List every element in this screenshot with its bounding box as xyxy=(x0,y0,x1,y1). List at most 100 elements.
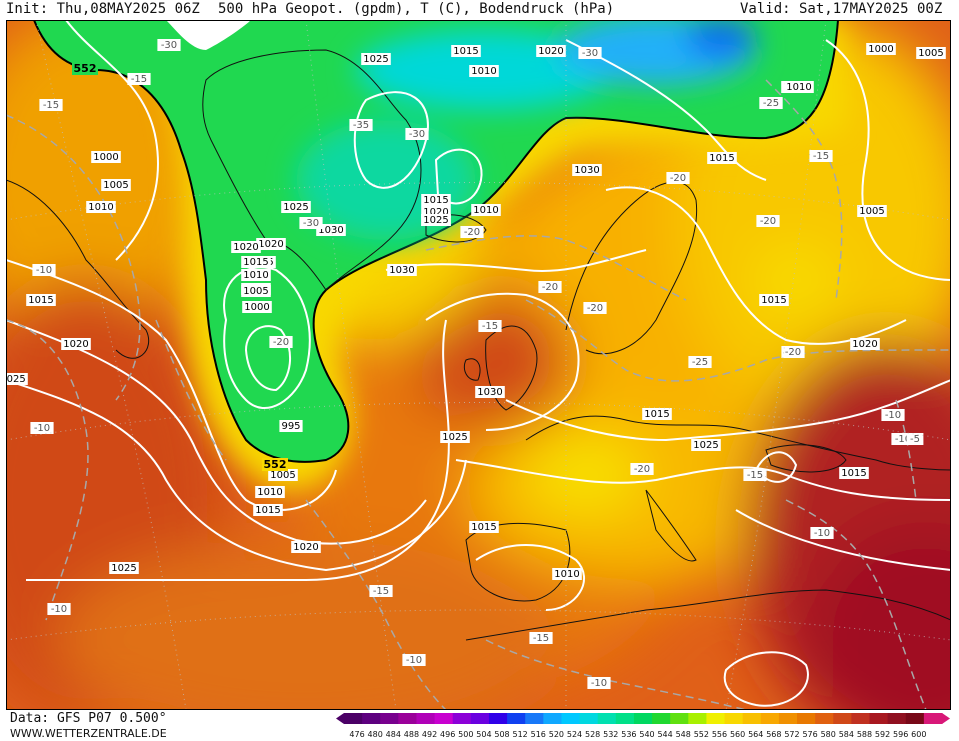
svg-text:1020: 1020 xyxy=(258,239,283,250)
svg-text:1010: 1010 xyxy=(473,205,498,216)
pressure-labels: 1025 1015 1010 1020 1010 1000 1005 1015 1005 1010… xyxy=(6,43,946,580)
temperature-label: -30 xyxy=(157,39,181,51)
svg-text:1020: 1020 xyxy=(423,207,448,218)
color-scale-swatch xyxy=(851,713,871,724)
pressure-label: 1015 xyxy=(421,194,451,206)
color-scale-tick-label: 596 xyxy=(893,730,908,739)
map-title: 500 hPa Geopot. (gpdm), T (C), Bodendruc… xyxy=(218,1,615,17)
color-scale-swatch xyxy=(525,713,544,724)
color-scale-swatch xyxy=(398,713,417,724)
color-scale-swatch xyxy=(760,713,780,724)
svg-text:1025: 1025 xyxy=(423,215,448,226)
temperature-labels: -30 -15 -15 -10 -10 -35 -30 -30 -20 -25 -20 -15 -20 -… xyxy=(30,39,924,689)
color-scale-tick-label: 588 xyxy=(857,730,872,739)
temperature-label: -20 xyxy=(269,336,293,348)
svg-text:-20: -20 xyxy=(273,337,289,348)
svg-text:-30: -30 xyxy=(409,129,425,140)
svg-text:-15: -15 xyxy=(131,74,147,85)
temperature-label: -15 xyxy=(369,585,393,597)
color-scale-swatch xyxy=(923,713,943,724)
pressure-label: 1015 xyxy=(241,256,271,268)
svg-text:1020: 1020 xyxy=(233,242,258,253)
weather-map[interactable]: 1025 1015 1010 1020 1010 1000 1005 1015 1005 1010… xyxy=(6,20,951,710)
isohypse-label-north: 552 xyxy=(72,62,98,75)
temperature-label: -20 xyxy=(583,302,607,314)
pressure-label: 1025 xyxy=(281,201,311,213)
color-scale-swatch xyxy=(778,713,798,724)
cold-region-white xyxy=(166,20,251,50)
pressure-label: 1025 xyxy=(421,214,451,226)
pressure-label: 1010 xyxy=(552,568,582,580)
color-scale-swatch xyxy=(887,713,907,724)
temperature-label: -15 xyxy=(743,469,767,481)
svg-text:1010: 1010 xyxy=(88,202,113,213)
svg-text:1020: 1020 xyxy=(63,339,88,350)
svg-text:-10: -10 xyxy=(814,528,830,539)
temperature-label: -5 xyxy=(906,433,924,445)
svg-text:1010: 1010 xyxy=(471,66,496,77)
color-scale-swatches xyxy=(336,713,950,724)
pressure-label: 1010 xyxy=(784,81,814,93)
svg-text:1015: 1015 xyxy=(243,257,268,268)
svg-text:1030: 1030 xyxy=(389,265,414,276)
color-scale-swatch xyxy=(688,713,707,724)
color-scale-swatch xyxy=(434,713,454,724)
color-scale-swatch xyxy=(579,713,599,724)
color-scale-tick-label: 504 xyxy=(476,730,491,739)
color-scale-swatch xyxy=(470,713,490,724)
pressure-label: 1015 xyxy=(253,504,283,516)
color-scale-tick-label: 564 xyxy=(748,730,763,739)
color-scale-tick-label: 480 xyxy=(368,730,383,739)
svg-text:1010: 1010 xyxy=(257,487,282,498)
color-scale-tick-label: 528 xyxy=(585,730,600,739)
color-scale-swatch xyxy=(670,713,689,724)
pressure-label: 1020 xyxy=(536,45,566,57)
map-footer: Data: GFS P07 0.500° WWW.WETTERZENTRALE.… xyxy=(0,710,959,741)
temperature-label: -10 xyxy=(587,677,611,689)
data-source: Data: GFS P07 0.500° xyxy=(10,711,167,726)
pressure-label: 1015 xyxy=(642,408,672,420)
pressure-label: 1010 xyxy=(471,204,501,216)
color-scale-tick-label: 556 xyxy=(712,730,727,739)
temperature-label: -15 xyxy=(39,99,63,111)
temperature-label: -10 xyxy=(47,603,71,615)
pressure-label: 1000 xyxy=(242,301,272,313)
pressure-label: 1020 xyxy=(231,241,261,253)
temperature-label: -15 xyxy=(127,73,151,85)
svg-text:-20: -20 xyxy=(785,347,801,358)
isohypse-label-south: 552 xyxy=(262,458,288,471)
svg-text:1025: 1025 xyxy=(363,54,388,65)
svg-text:1015: 1015 xyxy=(471,522,496,533)
svg-text:1000: 1000 xyxy=(93,152,118,163)
svg-text:-20: -20 xyxy=(760,216,776,227)
color-scale-tick-label: 516 xyxy=(531,730,546,739)
pressure-label: 1020 xyxy=(61,338,91,350)
svg-text:-15: -15 xyxy=(373,586,389,597)
temperature-label: -30 xyxy=(405,128,429,140)
svg-text:1010: 1010 xyxy=(786,82,811,93)
svg-text:-15: -15 xyxy=(813,151,829,162)
color-scale-swatch xyxy=(380,713,399,724)
pressure-label: 1015 xyxy=(451,45,481,57)
svg-text:1005: 1005 xyxy=(103,180,128,191)
map-header: Init: Thu,08MAY2025 06Z 500 hPa Geopot. … xyxy=(0,0,959,20)
svg-text:1025: 1025 xyxy=(111,563,136,574)
temperature-label: -25 xyxy=(759,97,783,109)
color-scale-swatch xyxy=(615,713,635,724)
color-scale-tick-label: 572 xyxy=(784,730,799,739)
color-scale-swatch xyxy=(543,713,562,724)
svg-text:1015: 1015 xyxy=(761,295,786,306)
svg-text:-20: -20 xyxy=(587,303,603,314)
color-scale-tick-label: 496 xyxy=(440,730,455,739)
svg-text:1020: 1020 xyxy=(293,542,318,553)
color-scale-swatch xyxy=(362,713,381,724)
color-scale-swatch xyxy=(869,713,889,724)
pressure-label: 1025 xyxy=(361,53,391,65)
color-scale-swatch xyxy=(344,713,363,724)
color-scale-tick-label: 476 xyxy=(349,730,364,739)
pressure-label: 1015 xyxy=(707,152,737,164)
svg-text:1005: 1005 xyxy=(243,286,268,297)
website[interactable]: WWW.WETTERZENTRALE.DE xyxy=(10,727,167,740)
color-scale-tick-label: 512 xyxy=(513,730,528,739)
svg-text:-20: -20 xyxy=(542,282,558,293)
